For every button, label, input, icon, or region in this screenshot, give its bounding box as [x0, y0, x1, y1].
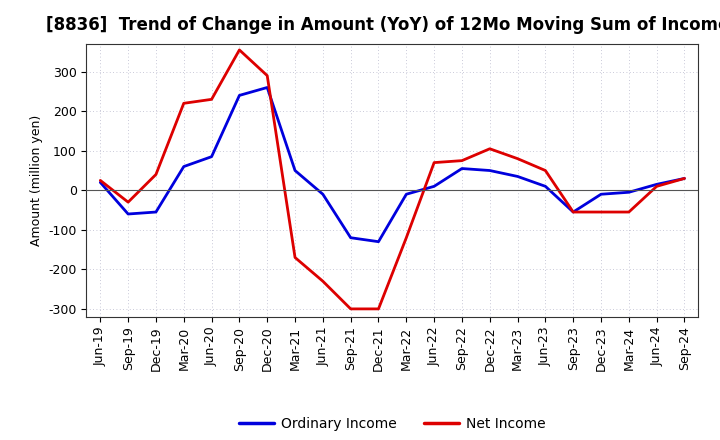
- Net Income: [207, 97, 216, 102]
- Net Income: [430, 160, 438, 165]
- Ordinary Income: [152, 209, 161, 215]
- Net Income: [346, 306, 355, 312]
- Ordinary Income: [124, 211, 132, 216]
- Net Income: [402, 235, 410, 240]
- Ordinary Income: [318, 191, 327, 197]
- Net Income: [291, 255, 300, 260]
- Net Income: [680, 176, 689, 181]
- Net Income: [318, 279, 327, 284]
- Net Income: [624, 209, 633, 215]
- Y-axis label: Amount (million yen): Amount (million yen): [30, 115, 42, 246]
- Ordinary Income: [291, 168, 300, 173]
- Ordinary Income: [235, 93, 243, 98]
- Ordinary Income: [207, 154, 216, 159]
- Ordinary Income: [597, 191, 606, 197]
- Net Income: [652, 183, 661, 189]
- Net Income: [124, 199, 132, 205]
- Legend: Ordinary Income, Net Income: Ordinary Income, Net Income: [233, 411, 552, 436]
- Net Income: [152, 172, 161, 177]
- Ordinary Income: [402, 191, 410, 197]
- Line: Net Income: Net Income: [100, 50, 685, 309]
- Net Income: [597, 209, 606, 215]
- Net Income: [485, 146, 494, 151]
- Net Income: [513, 156, 522, 161]
- Ordinary Income: [430, 183, 438, 189]
- Title: [8836]  Trend of Change in Amount (YoY) of 12Mo Moving Sum of Incomes: [8836] Trend of Change in Amount (YoY) o…: [46, 16, 720, 34]
- Ordinary Income: [346, 235, 355, 240]
- Net Income: [96, 178, 104, 183]
- Ordinary Income: [96, 180, 104, 185]
- Ordinary Income: [458, 166, 467, 171]
- Ordinary Income: [485, 168, 494, 173]
- Ordinary Income: [541, 183, 550, 189]
- Ordinary Income: [624, 190, 633, 195]
- Ordinary Income: [179, 164, 188, 169]
- Net Income: [458, 158, 467, 163]
- Ordinary Income: [569, 209, 577, 215]
- Net Income: [541, 168, 550, 173]
- Line: Ordinary Income: Ordinary Income: [100, 88, 685, 242]
- Net Income: [263, 73, 271, 78]
- Ordinary Income: [263, 85, 271, 90]
- Ordinary Income: [680, 176, 689, 181]
- Ordinary Income: [652, 182, 661, 187]
- Net Income: [235, 47, 243, 52]
- Ordinary Income: [374, 239, 383, 244]
- Net Income: [179, 101, 188, 106]
- Net Income: [569, 209, 577, 215]
- Net Income: [374, 306, 383, 312]
- Ordinary Income: [513, 174, 522, 179]
